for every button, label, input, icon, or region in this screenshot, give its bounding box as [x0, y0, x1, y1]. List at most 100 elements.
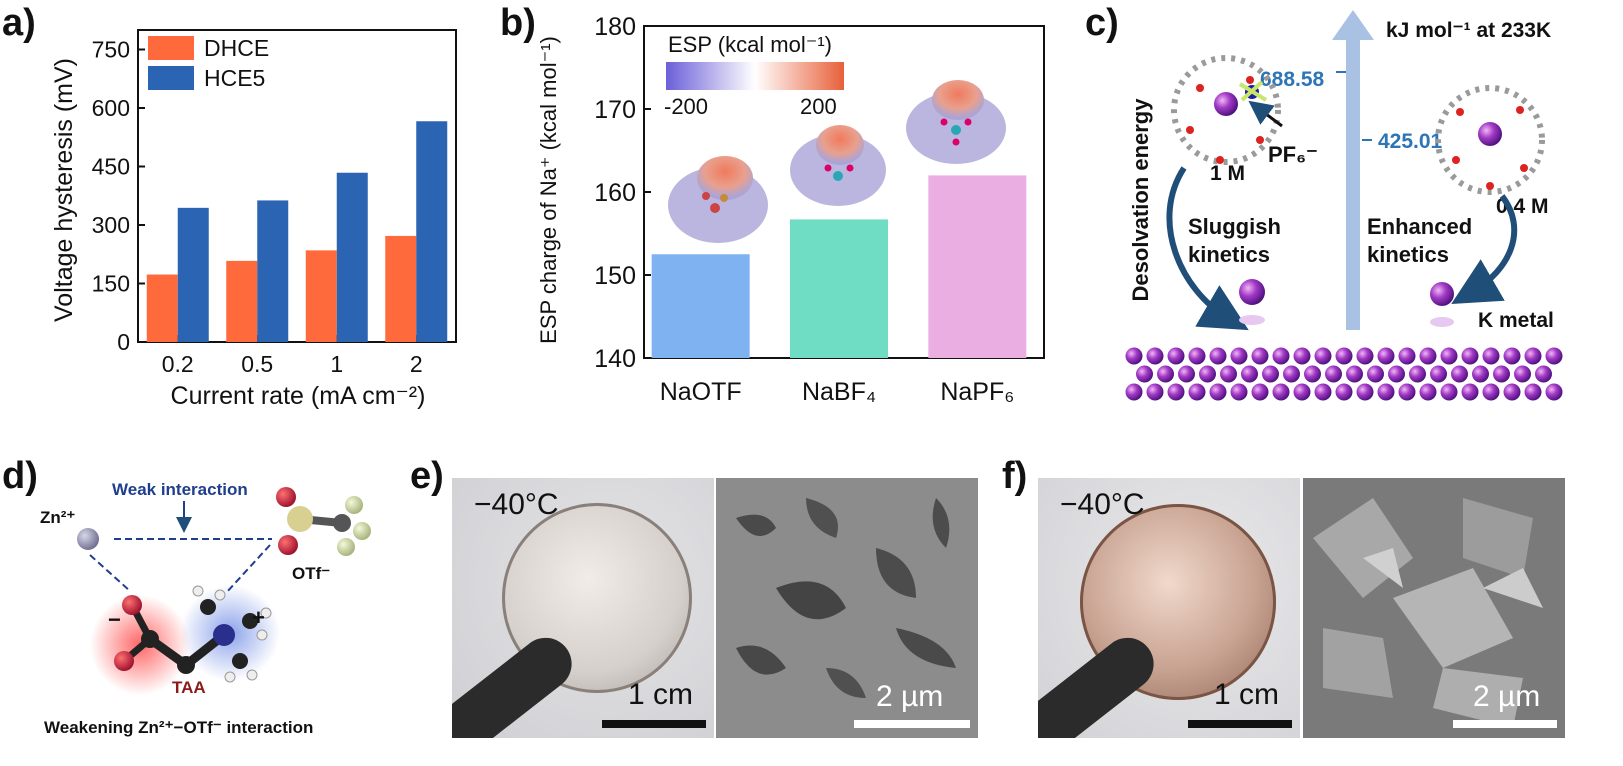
k-atom: [1524, 383, 1542, 401]
panel-f-photo: −40°C 1 cm: [1038, 478, 1300, 738]
k-atom: [1335, 383, 1353, 401]
scale-bar-f-sem: [1453, 720, 1557, 728]
k-ion-left: [1239, 279, 1265, 305]
chart-b-ytick-label: 170: [594, 96, 636, 124]
k-atom: [1241, 365, 1258, 383]
k-atom: [1314, 347, 1332, 365]
k-atom: [1493, 365, 1510, 383]
metal-label: K metal: [1478, 309, 1554, 332]
bar-dhce-0.5: [226, 260, 258, 342]
left-solvation-shell: [1171, 55, 1281, 165]
desolvation-axis-label: Desolvation energy: [1128, 98, 1153, 302]
k-atom: [1304, 365, 1321, 383]
scale-bar-f-photo: [1188, 720, 1292, 728]
k-atom: [1503, 347, 1521, 365]
panel-e-label: e): [410, 455, 444, 497]
k-atom: [1209, 347, 1227, 365]
colorbar-title: ESP (kcal mol⁻¹): [668, 32, 832, 57]
k-ion-right: [1430, 282, 1454, 306]
otf-molecule: [276, 487, 371, 556]
chart-a-ytick-label: 0: [117, 329, 130, 355]
k-metal-lattice: [1125, 347, 1563, 401]
chart-b-ytick-label: 140: [594, 345, 636, 373]
right-curve-arrow: [1451, 194, 1518, 305]
k-atom: [1545, 347, 1563, 365]
left-kinetics-2: kinetics: [1188, 242, 1270, 267]
k-atom: [1220, 365, 1237, 383]
k-atom: [1272, 347, 1290, 365]
panel-d-label: d): [2, 455, 38, 497]
colorbar-min: -200: [664, 94, 708, 119]
panel-d-caption: Weakening Zn²⁺−OTf⁻ interaction: [44, 718, 313, 737]
chart-a-xlabel: Current rate (mA cm⁻²): [171, 382, 426, 410]
k-atom: [1461, 383, 1479, 401]
temp-label-e: −40°C: [474, 488, 559, 521]
k-atom: [1335, 347, 1353, 365]
k-atom: [1125, 347, 1143, 365]
k-atom: [1430, 365, 1447, 383]
chart-b-xtick-label: NaBF₄: [802, 378, 876, 406]
molecule-naotf: [668, 156, 768, 243]
k-atom: [1146, 383, 1164, 401]
panel-e-sem: 2 µm: [716, 478, 978, 738]
panel-b-label: b): [500, 2, 536, 44]
left-curve-arrow: [1166, 166, 1249, 331]
colorbar-max: 200: [800, 94, 837, 119]
otf-label: OTf⁻: [292, 564, 330, 583]
chart-a-ytick-label: 600: [92, 95, 130, 121]
scale-bar-e-photo: [602, 720, 706, 728]
chart-a-xtick-label: 2: [410, 351, 423, 377]
k-atom: [1272, 383, 1290, 401]
panel-e-photo: −40°C 1 cm: [452, 478, 714, 738]
chart-a-ytick-label: 750: [92, 37, 130, 63]
energy-header: kJ mol⁻¹ at 233K: [1386, 19, 1551, 42]
k-atom: [1503, 383, 1521, 401]
scale-bar-e-sem: [854, 720, 970, 728]
legend-swatch-hce5: [148, 66, 194, 90]
legend-label-dhce: DHCE: [204, 35, 269, 61]
legend-label-hce5: HCE5: [204, 65, 265, 91]
chart-b-ytick-label: 160: [594, 179, 636, 207]
chart-b-ytick-label: 180: [594, 13, 636, 41]
bar-dhce-0.2: [146, 274, 178, 342]
right-solvation-shell: [1435, 85, 1545, 195]
k-atom: [1125, 383, 1143, 401]
right-kinetics-2: kinetics: [1367, 242, 1449, 267]
chart-a-legend: DHCE HCE5: [148, 35, 269, 91]
energy-high: 688.58: [1260, 68, 1325, 91]
k-atom: [1398, 347, 1416, 365]
right-kinetics-1: Enhanced: [1367, 214, 1472, 239]
k-atom: [1199, 365, 1216, 383]
chart-a: Voltage hysteresis (mV) Current rate (mA…: [50, 29, 457, 410]
sem-texture-f: [1303, 478, 1565, 738]
k-atom: [1419, 383, 1437, 401]
bar-hce5-0.5: [257, 200, 289, 342]
k-atom: [1451, 365, 1468, 383]
chart-a-ytick-label: 300: [92, 212, 130, 238]
k-atom: [1314, 383, 1332, 401]
bar-dhce-2: [385, 235, 417, 342]
molecule-nabf4: [790, 125, 886, 206]
chart-a-xtick-label: 0.5: [241, 351, 273, 377]
k-atom: [1262, 365, 1279, 383]
zn-ion: [77, 528, 99, 550]
k-atom: [1472, 365, 1489, 383]
left-kinetics-1: Sluggish: [1188, 214, 1281, 239]
k-atom: [1325, 365, 1342, 383]
k-atom: [1545, 383, 1563, 401]
k-atom: [1388, 365, 1405, 383]
k-atom: [1440, 347, 1458, 365]
chart-b-ytick-label: 150: [594, 262, 636, 290]
panel-f-sem: 2 µm: [1303, 478, 1565, 738]
sem-texture-e: [716, 478, 978, 738]
k-atom: [1377, 347, 1395, 365]
panel-c-label: c): [1085, 2, 1119, 44]
k-atom: [1230, 383, 1248, 401]
k-atom: [1136, 365, 1153, 383]
k-atom: [1419, 347, 1437, 365]
chart-b-ylabel: ESP charge of Na⁺ (kcal mol⁻¹): [536, 36, 561, 344]
k-atom: [1440, 383, 1458, 401]
k-atom: [1251, 383, 1269, 401]
bar-0: [651, 254, 750, 358]
energy-low: 425.01: [1378, 130, 1443, 153]
